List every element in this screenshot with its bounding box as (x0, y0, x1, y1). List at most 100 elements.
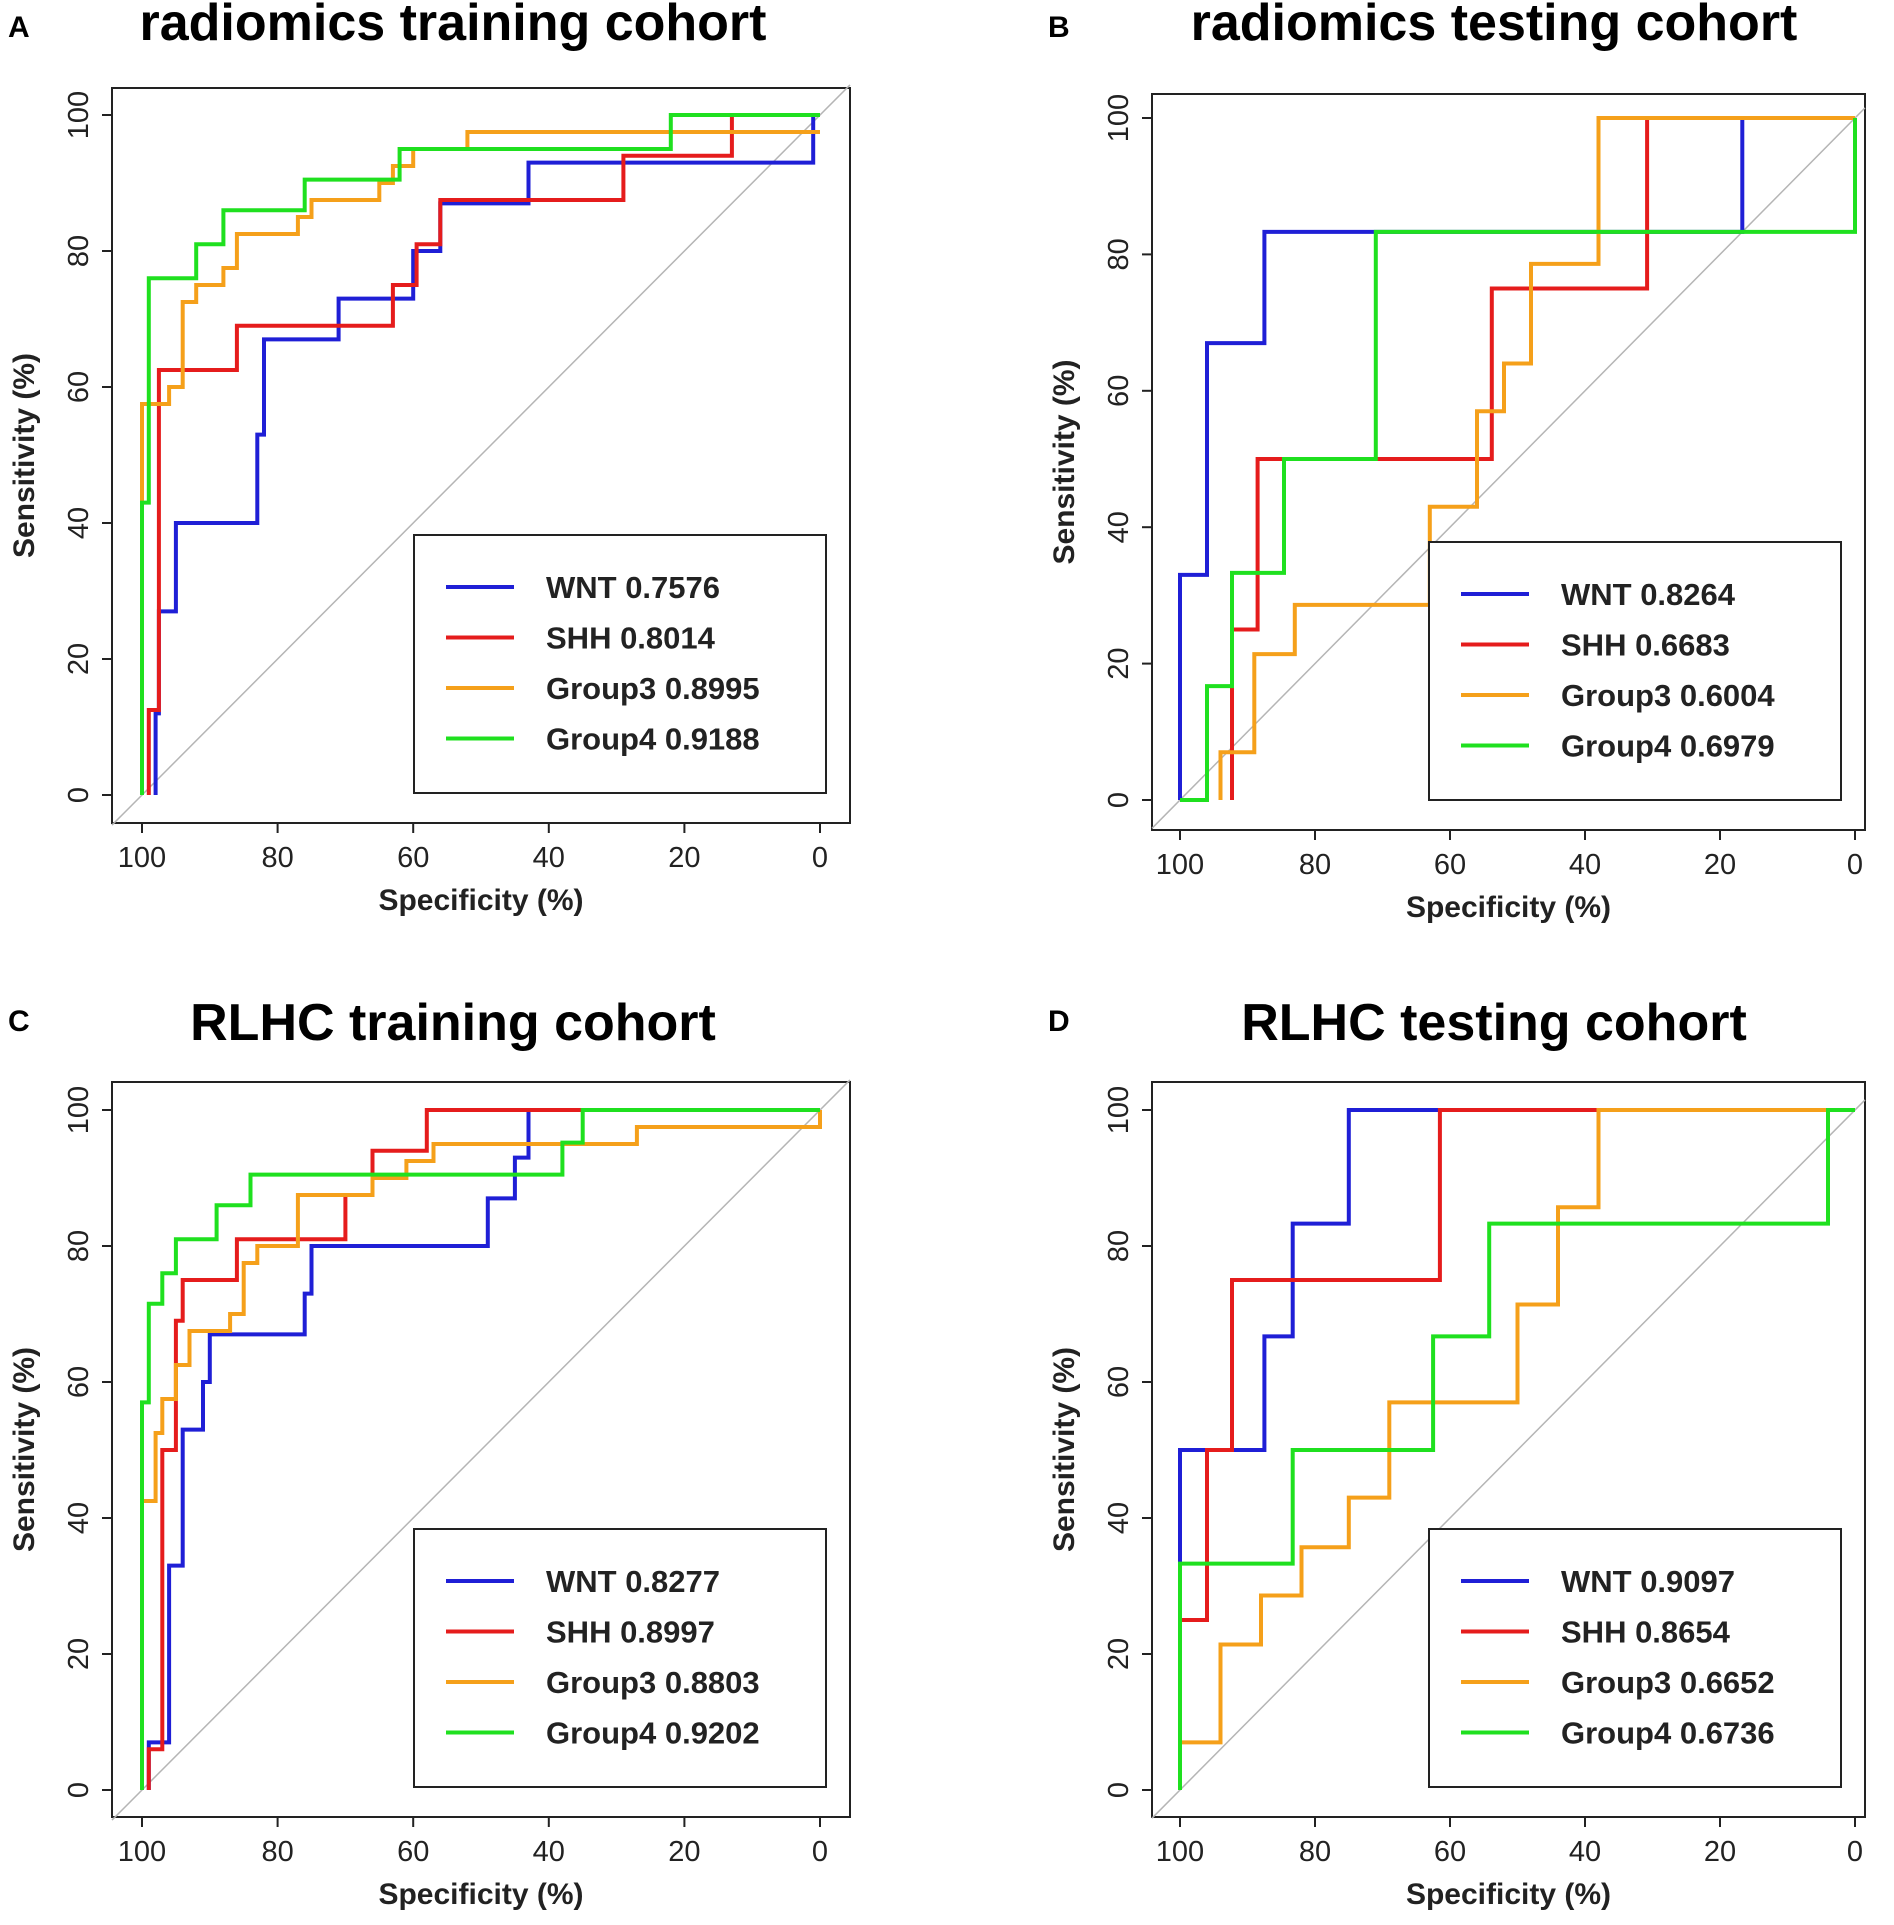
legend: WNT 0.9097 SHH 0.8654 Group3 0.6652 Group4 … (1428, 1528, 1842, 1788)
panel-letter: A (8, 11, 30, 44)
y-tick-label: 100 (1103, 94, 1135, 142)
y-tick-label: 80 (1103, 1230, 1135, 1262)
y-axis-label: Sensitivity (%) (8, 1347, 41, 1552)
y-tick-label: 80 (63, 235, 95, 267)
x-tick-label: 60 (1434, 849, 1466, 881)
roc-curve-shh (146, 1108, 820, 1790)
x-tick-label: 40 (1569, 849, 1601, 881)
y-tick-label: 40 (63, 507, 95, 539)
panel-title: RLHC testing cohort (1241, 994, 1747, 1052)
legend: WNT 0.7576 SHH 0.8014 Group3 0.8995 Group4 … (413, 534, 827, 794)
x-tick-label: 100 (118, 1836, 166, 1868)
reference-diagonal (1151, 107, 1866, 829)
y-tick-label: 0 (63, 1782, 95, 1798)
plot-frame (1151, 1081, 1866, 1818)
roc-curve-group3 (1180, 1108, 1855, 1745)
y-tick-label: 60 (63, 1366, 95, 1398)
legend-entry-shh: SHH 0.8654 (1561, 1615, 1731, 1650)
x-tick-label: 0 (1847, 849, 1863, 881)
panel-letter: B (1048, 11, 1070, 44)
x-tick-label: 40 (533, 1836, 565, 1868)
x-tick-label: 100 (1156, 1836, 1204, 1868)
y-tick-label: 60 (1103, 375, 1135, 407)
legend-entry-shh: SHH 0.8014 (546, 621, 716, 656)
y-axis-label: Sensitivity (%) (1048, 359, 1081, 564)
roc-curve-group3 (142, 1110, 822, 1503)
y-tick-label: 100 (63, 91, 95, 139)
plot-frame (111, 1081, 851, 1818)
legend-entry-wnt: WNT 0.8264 (1561, 577, 1736, 612)
legend-box (413, 534, 827, 794)
x-tick-label: 40 (533, 842, 565, 874)
x-tick-label: 80 (261, 1836, 293, 1868)
legend-entry-shh: SHH 0.8997 (546, 1615, 715, 1650)
plot-frame (1151, 93, 1866, 831)
roc-curve-wnt (153, 115, 816, 795)
x-tick-label: 80 (261, 842, 293, 874)
y-tick-label: 40 (63, 1502, 95, 1534)
x-tick-label: 40 (1569, 1836, 1601, 1868)
legend-entry-group4: Group4 0.9202 (546, 1716, 760, 1751)
legend-entry-group4: Group4 0.9188 (546, 722, 760, 757)
x-tick-label: 0 (812, 842, 828, 874)
legend-entry-group4: Group4 0.6979 (1561, 729, 1775, 764)
legend-entry-shh: SHH 0.6683 (1561, 628, 1730, 663)
legend-box (413, 1528, 827, 1788)
x-tick-label: 20 (668, 1836, 700, 1868)
x-axis-label: Specificity (%) (1406, 891, 1611, 924)
y-tick-label: 40 (1103, 1502, 1135, 1534)
legend-entry-group3: Group3 0.8803 (546, 1665, 760, 1700)
roc-curve-group3 (140, 130, 820, 503)
legend-entry-group4: Group4 0.6736 (1561, 1716, 1775, 1751)
x-tick-label: 20 (1704, 849, 1736, 881)
y-tick-label: 20 (1103, 1638, 1135, 1670)
panel-letter: D (1048, 1005, 1070, 1038)
legend-box (1428, 1528, 1842, 1788)
legend-entry-group3: Group3 0.8995 (546, 671, 760, 706)
x-axis-label: Specificity (%) (378, 1878, 583, 1911)
reference-diagonal (111, 84, 851, 826)
roc-curve-group3 (1218, 116, 1855, 800)
legend-box (1428, 541, 1842, 801)
x-tick-label: 100 (118, 842, 166, 874)
roc-curve-wnt (146, 1108, 820, 1790)
panel-d: D RLHC testing cohort 100 80 60 40 20 0 0 20 40 60 8… (1048, 994, 1866, 1911)
panel-title: radiomics training cohort (140, 0, 767, 52)
plot-frame (111, 87, 851, 824)
y-tick-label: 0 (1103, 1782, 1135, 1798)
panel-letter: C (8, 1005, 30, 1038)
y-tick-label: 80 (1103, 238, 1135, 270)
x-tick-label: 0 (1847, 1836, 1863, 1868)
y-tick-label: 0 (63, 787, 95, 803)
legend: WNT 0.8264 SHH 0.6683 Group3 0.6004 Group4 … (1428, 541, 1842, 801)
y-tick-label: 60 (1103, 1366, 1135, 1398)
y-tick-label: 20 (63, 1638, 95, 1670)
legend: WNT 0.8277 SHH 0.8997 Group3 0.8803 Group4 … (413, 1528, 827, 1788)
y-tick-label: 20 (63, 643, 95, 675)
roc-curve-group4 (1180, 118, 1857, 802)
x-tick-label: 60 (1434, 1836, 1466, 1868)
roc-curve-shh (146, 113, 820, 795)
x-tick-label: 80 (1299, 849, 1331, 881)
x-tick-label: 20 (1704, 1836, 1736, 1868)
y-tick-label: 100 (1103, 1086, 1135, 1134)
x-axis-label: Specificity (%) (1406, 1878, 1611, 1911)
y-tick-label: 100 (63, 1086, 95, 1134)
y-tick-label: 20 (1103, 647, 1135, 679)
x-tick-label: 60 (397, 842, 429, 874)
reference-diagonal (1151, 1099, 1866, 1819)
legend-entry-wnt: WNT 0.8277 (546, 1564, 720, 1599)
roc-curve-group4 (140, 113, 820, 795)
y-tick-label: 0 (1103, 792, 1135, 808)
roc-curve-wnt (1178, 116, 1855, 800)
roc-curve-shh (1180, 1108, 1855, 1622)
legend-entry-wnt: WNT 0.9097 (1561, 1564, 1735, 1599)
x-tick-label: 60 (397, 1836, 429, 1868)
y-axis-label: Sensitivity (%) (8, 353, 41, 558)
x-tick-label: 80 (1299, 1836, 1331, 1868)
y-tick-label: 60 (63, 371, 95, 403)
legend-entry-group3: Group3 0.6652 (1561, 1665, 1775, 1700)
